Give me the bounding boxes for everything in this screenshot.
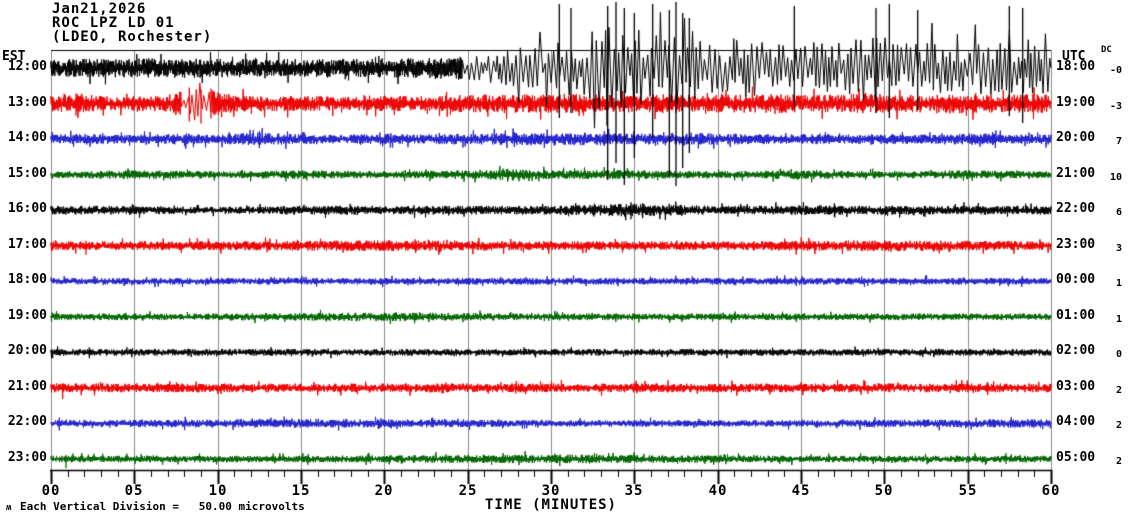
est-row-label: 17:00 — [7, 237, 47, 252]
microvolt-wave-icon: ʍ — [6, 503, 12, 513]
title-date: Jan21,2026 — [52, 1, 147, 17]
x-tick-label: 35 — [624, 483, 644, 499]
dc-value: -0 — [1109, 65, 1122, 76]
est-row-label: 13:00 — [7, 95, 47, 110]
utc-row-label: 18:00 — [1056, 59, 1096, 74]
est-row-label: 14:00 — [7, 130, 47, 145]
dc-value: 6 — [1115, 207, 1122, 218]
utc-row-label: 05:00 — [1056, 450, 1096, 465]
utc-row-label: 00:00 — [1056, 272, 1096, 287]
x-tick-label: 60 — [1041, 483, 1061, 499]
x-tick-label: 15 — [291, 483, 311, 499]
x-axis-title: TIME (MINUTES) — [484, 497, 617, 513]
x-tick-label: 30 — [541, 483, 561, 499]
utc-row-label: 04:00 — [1056, 414, 1096, 429]
est-row-label: 16:00 — [7, 201, 47, 216]
x-tick-label: 40 — [708, 483, 728, 499]
x-tick-label: 55 — [958, 483, 978, 499]
title-station: ROC LPZ LD 01 — [52, 15, 175, 31]
dc-value: 7 — [1115, 136, 1122, 147]
utc-row-label: 21:00 — [1056, 166, 1096, 181]
est-row-label: 18:00 — [7, 272, 47, 287]
utc-row-label: 02:00 — [1056, 343, 1096, 358]
vertical-division-note: Each Vertical Division = 50.00 microvolt… — [20, 500, 305, 513]
dc-value: 2 — [1115, 420, 1122, 431]
x-tick-label: 20 — [374, 483, 394, 499]
est-row-label: 12:00 — [7, 59, 47, 74]
dc-value: 0 — [1115, 349, 1122, 360]
right-axis-label: UTC — [1062, 49, 1086, 64]
dc-value: 1 — [1115, 314, 1122, 325]
x-tick-label: 45 — [791, 483, 811, 499]
dc-value: 10 — [1109, 172, 1122, 183]
dc-value: 3 — [1115, 243, 1122, 254]
x-tick-label: 25 — [458, 483, 478, 499]
dc-value: -3 — [1109, 101, 1122, 112]
utc-row-label: 19:00 — [1056, 95, 1096, 110]
utc-row-label: 23:00 — [1056, 237, 1096, 252]
x-tick-label: 50 — [874, 483, 894, 499]
x-tick-label: 05 — [124, 483, 144, 499]
dc-value: 1 — [1115, 278, 1122, 289]
x-tick-label: 10 — [208, 483, 228, 499]
utc-row-label: 03:00 — [1056, 379, 1096, 394]
utc-row-label: 20:00 — [1056, 130, 1096, 145]
est-row-label: 23:00 — [7, 450, 47, 465]
est-row-label: 22:00 — [7, 414, 47, 429]
dc-value: 2 — [1115, 385, 1122, 396]
est-row-label: 21:00 — [7, 379, 47, 394]
utc-row-label: 22:00 — [1056, 201, 1096, 216]
est-row-label: 19:00 — [7, 308, 47, 323]
est-row-label: 15:00 — [7, 166, 47, 181]
utc-row-label: 01:00 — [1056, 308, 1096, 323]
title-location: (LDEO, Rochester) — [52, 29, 213, 45]
est-row-label: 20:00 — [7, 343, 47, 358]
dc-column-header: DC — [1101, 45, 1112, 55]
x-tick-label: 00 — [41, 483, 61, 499]
left-axis-label: EST — [2, 49, 26, 64]
dc-value: 2 — [1115, 456, 1122, 467]
